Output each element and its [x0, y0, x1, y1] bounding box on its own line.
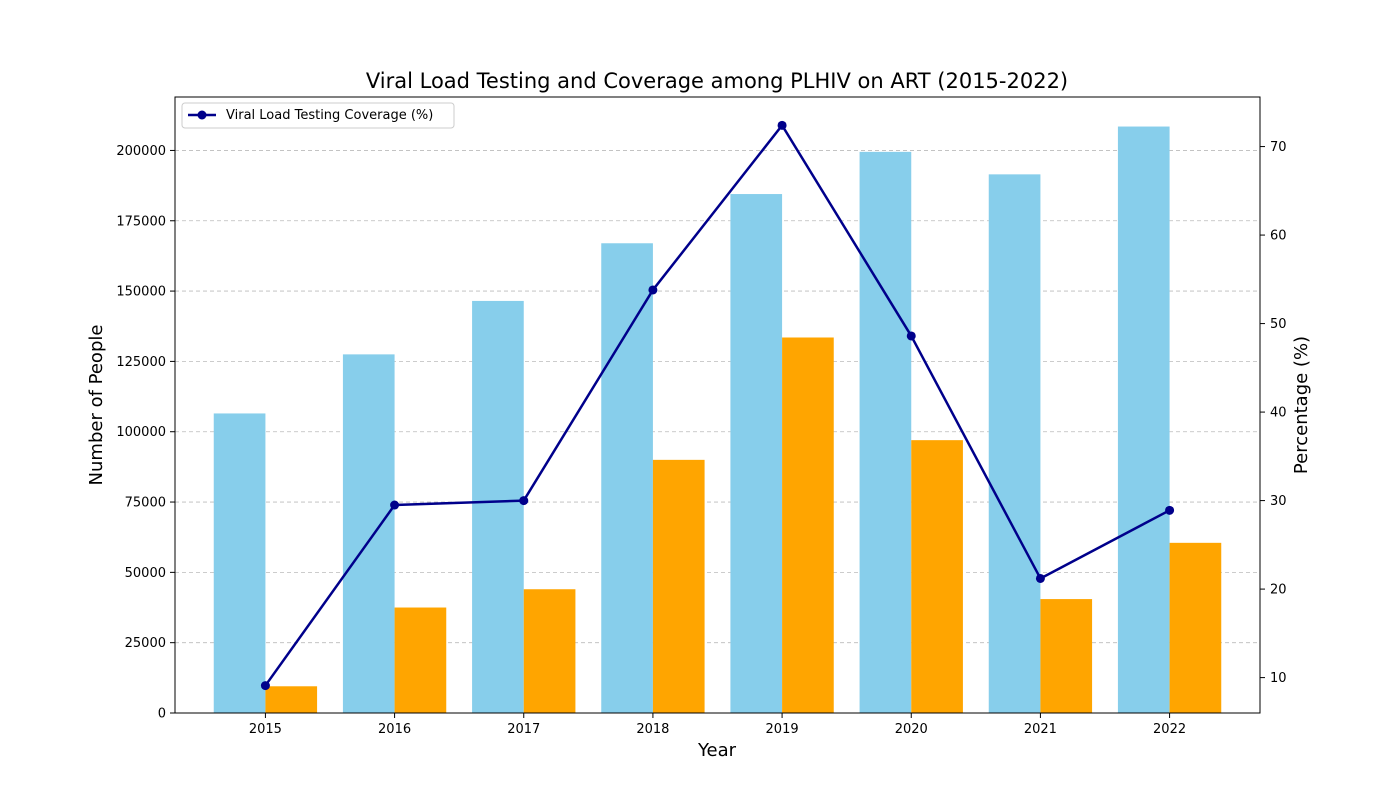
left-y-axis: 0 25000 50000 75000 100000 125000 150000 175000… — [116, 144, 175, 722]
bar-series-2 — [523, 589, 576, 713]
bar-series-1 — [601, 243, 653, 714]
x-tick-label: 2020 — [895, 722, 928, 737]
left-y-tick-label: 75000 — [125, 496, 166, 511]
coverage-line — [264, 124, 1171, 687]
coverage-point — [906, 331, 916, 341]
bar-series-1 — [730, 194, 783, 714]
coverage-point — [1035, 573, 1045, 583]
left-y-tick-label: 175000 — [116, 214, 166, 229]
x-tick-label: 2019 — [766, 722, 799, 737]
x-tick-label: 2018 — [636, 722, 669, 737]
x-tick-label: 2015 — [249, 722, 282, 737]
bar-series-2 — [911, 440, 963, 713]
bar-series-2 — [1169, 542, 1222, 713]
coverage-line-series — [260, 120, 1175, 691]
legend-marker-swatch — [197, 110, 207, 120]
x-axis: 2015 2016 2017 2018 2019 2020 2021 2022 — [249, 713, 1186, 737]
bar-series-1 — [988, 174, 1041, 714]
coverage-point — [1165, 505, 1175, 515]
chart-title: Viral Load Testing and Coverage among PL… — [366, 69, 1068, 93]
left-y-tick-label: 200000 — [116, 144, 166, 159]
plot-frame — [174, 96, 1261, 714]
right-y-tick-label: 20 — [1270, 583, 1287, 598]
coverage-point — [777, 120, 787, 130]
grid-lines — [175, 150, 1260, 644]
left-y-tick-label: 125000 — [116, 355, 166, 370]
right-y-tick-label: 50 — [1270, 317, 1287, 332]
coverage-point — [648, 285, 658, 295]
legend-box — [181, 102, 455, 129]
right-y-tick-label: 60 — [1270, 229, 1287, 244]
x-tick-label: 2022 — [1153, 722, 1186, 737]
coverage-point — [519, 496, 529, 506]
y-axis-label: Number of People — [86, 325, 107, 486]
bar-series-1 — [213, 413, 266, 713]
bar-series-1 — [859, 151, 912, 714]
bar-series-2 — [782, 337, 834, 713]
x-tick-label: 2021 — [1024, 722, 1057, 737]
x-tick-label: 2016 — [378, 722, 411, 737]
left-y-tick-label: 25000 — [125, 636, 166, 651]
left-y-tick-label: 150000 — [116, 285, 166, 300]
bar-series-1 — [1117, 126, 1170, 714]
bars — [213, 126, 1222, 714]
x-tick-label: 2017 — [507, 722, 540, 737]
left-y-tick-label: 50000 — [125, 566, 166, 581]
right-y-axis: 10 20 30 40 50 60 70 — [1260, 140, 1287, 686]
bar-series-1 — [342, 354, 395, 713]
bar-series-2 — [265, 686, 318, 713]
legend-entry-coverage: Viral Load Testing Coverage (%) — [226, 108, 433, 123]
y2-axis-label: Percentage (%) — [1291, 336, 1312, 474]
right-y-tick-label: 10 — [1270, 671, 1287, 686]
left-y-tick-label: 100000 — [116, 425, 166, 440]
coverage-point — [260, 681, 270, 691]
bar-series-2 — [394, 607, 447, 713]
bar-series-2 — [652, 459, 705, 713]
right-y-tick-label: 70 — [1270, 140, 1287, 155]
right-y-tick-label: 30 — [1270, 494, 1287, 509]
x-axis-label: Year — [697, 740, 737, 761]
legend: Viral Load Testing Coverage (%) — [181, 102, 455, 129]
right-y-tick-label: 40 — [1270, 406, 1287, 421]
left-y-tick-label: 0 — [158, 707, 166, 722]
bar-series-1 — [472, 300, 524, 713]
coverage-point — [390, 500, 400, 510]
bar-series-2 — [1040, 599, 1093, 713]
